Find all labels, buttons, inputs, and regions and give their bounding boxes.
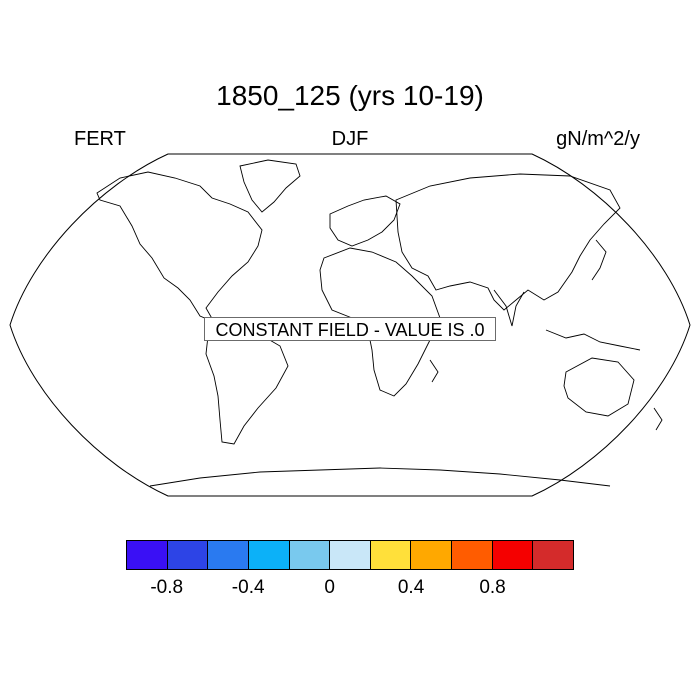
variable-label: FERT: [74, 128, 126, 150]
antarctica-coast: [149, 467, 611, 487]
indonesia-coast: [545, 329, 641, 351]
colorbar-tick-label: 0.8: [479, 577, 506, 598]
constant-field-note: CONSTANT FIELD - VALUE IS .0: [204, 317, 496, 341]
season-label: DJF: [331, 128, 369, 150]
colorbar-tick-label: 0: [324, 577, 335, 598]
new-zealand-coast: [653, 407, 663, 431]
madagascar-coast: [429, 359, 439, 383]
india-coast: [493, 289, 525, 327]
map-title: 1850_125 (yrs 10-19): [216, 80, 484, 111]
units-label: gN/m^2/y: [556, 128, 640, 150]
colorbar-tick-label: 0.4: [397, 577, 425, 598]
colorbar-tick-label: -0.4: [231, 577, 265, 598]
north-america-coast: [96, 171, 263, 323]
colorbar-box: [167, 541, 209, 569]
australia-coast: [563, 357, 635, 417]
colorbar-box: [289, 541, 331, 569]
colorbar-box: [533, 541, 574, 569]
colorbar-box: [411, 541, 453, 569]
colorbar-box: [208, 541, 249, 569]
africa-coast: [319, 247, 441, 397]
greenland-coast: [239, 159, 301, 213]
asia-coast: [395, 173, 621, 311]
colorbar-box: [127, 541, 168, 569]
colorbar-box: [370, 541, 412, 569]
colorbar-box: [492, 541, 534, 569]
europe-coast: [329, 195, 401, 247]
colorbar-box: [330, 541, 371, 569]
colorbar-box: [452, 541, 493, 569]
colorbar-box: [248, 541, 290, 569]
colorbar: [126, 540, 574, 570]
japan-coast: [591, 239, 607, 281]
colorbar-tick-label: -0.8: [150, 577, 184, 598]
map-outline: [9, 153, 691, 497]
